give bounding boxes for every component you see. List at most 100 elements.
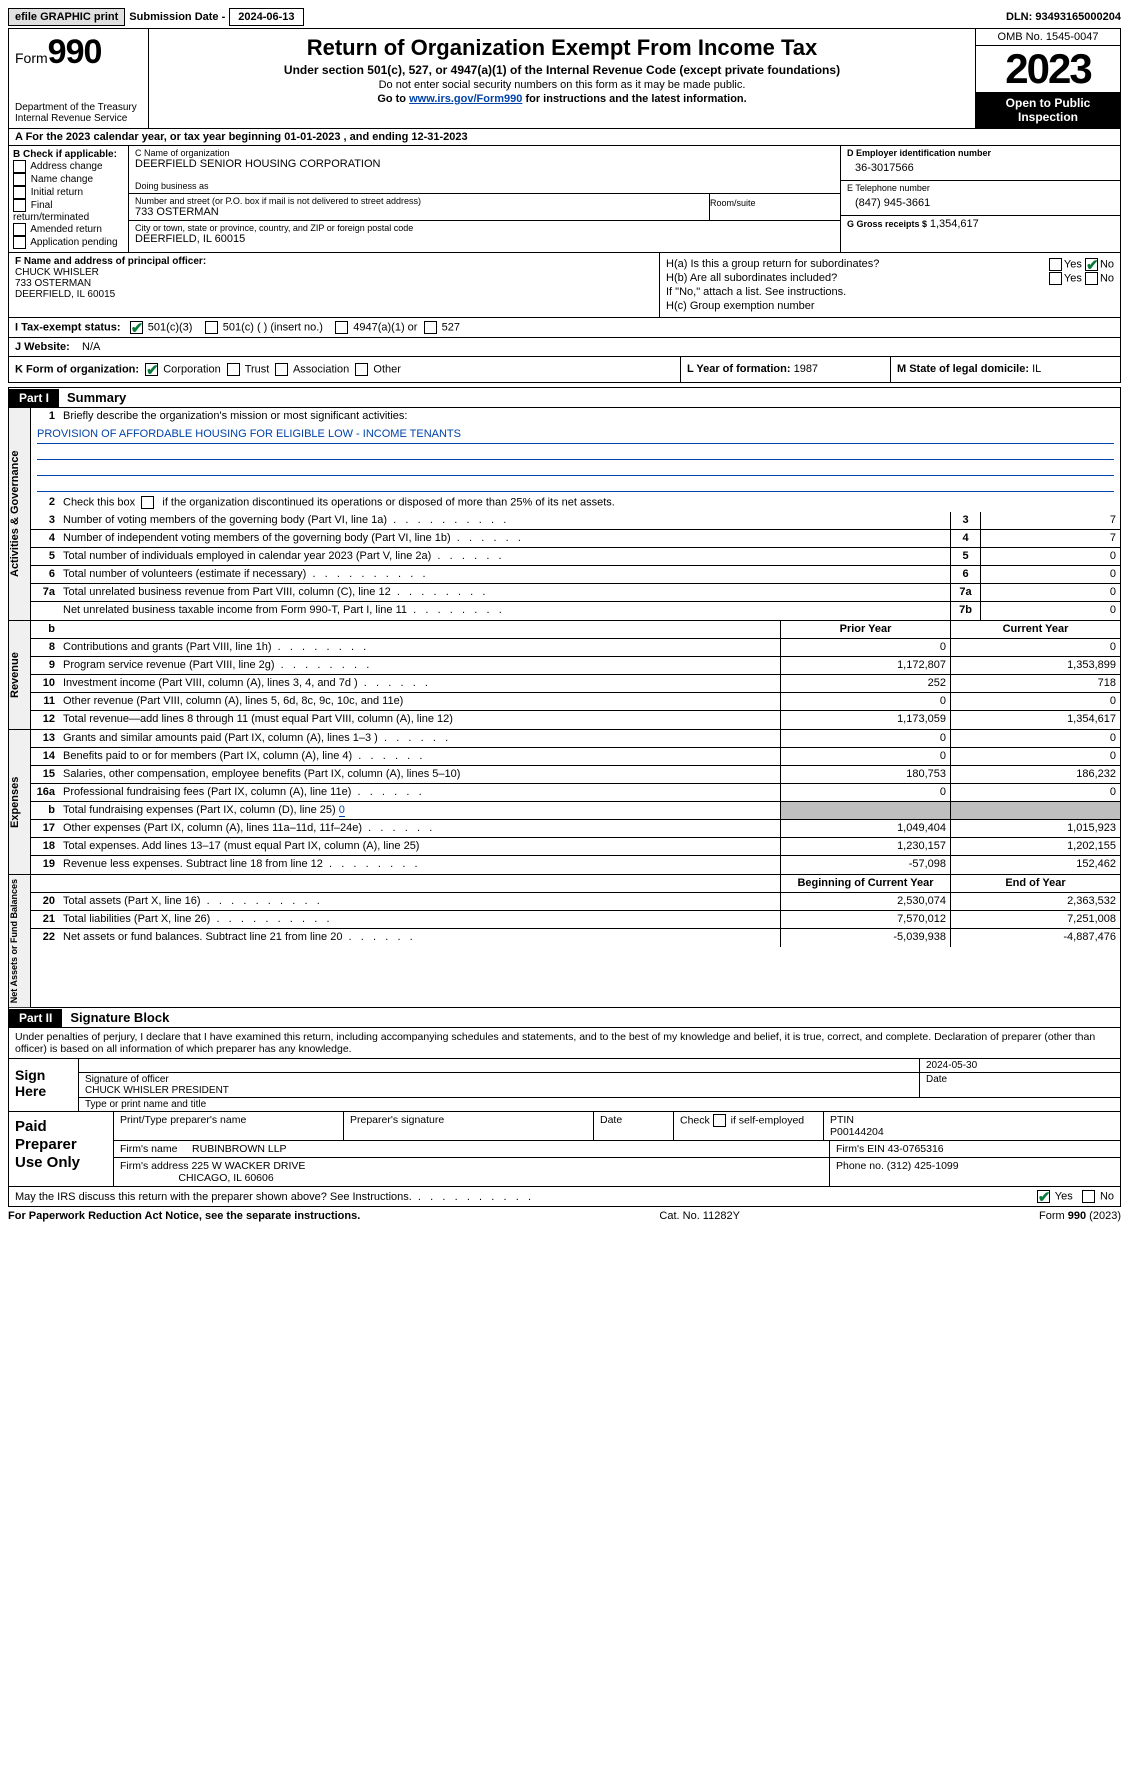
b-title: B Check if applicable:: [13, 149, 124, 160]
part-i-tag: Part I: [9, 389, 59, 407]
checkbox-other[interactable]: [355, 363, 368, 376]
q6: Total number of volunteers (estimate if …: [59, 566, 950, 583]
part-i-title: Summary: [59, 388, 134, 407]
checkbox-ha-no[interactable]: [1085, 258, 1098, 271]
paperwork-notice: For Paperwork Reduction Act Notice, see …: [8, 1210, 360, 1222]
firm-addr2: CHICAGO, IL 60606: [178, 1172, 273, 1184]
checkbox-address-change[interactable]: [13, 160, 26, 173]
row-fh: F Name and address of principal officer:…: [8, 253, 1121, 318]
footer: For Paperwork Reduction Act Notice, see …: [8, 1207, 1121, 1225]
v5: 0: [980, 548, 1120, 565]
street: 733 OSTERMAN: [135, 206, 703, 218]
checkbox-discontinued[interactable]: [141, 496, 154, 509]
checkbox-ha-yes[interactable]: [1049, 258, 1062, 271]
form-number: 990: [48, 33, 102, 71]
gross-label: G Gross receipts $: [847, 219, 927, 229]
form-header: Form990 Department of the Treasury Inter…: [8, 28, 1121, 129]
sign-here-label: Sign Here: [9, 1059, 79, 1111]
submission-label: Submission Date -: [129, 11, 225, 23]
paid-preparer-label: Paid Preparer Use Only: [9, 1112, 114, 1186]
vtab-rev: Revenue: [9, 621, 31, 729]
officer-signature-name: CHUCK WHISLER PRESIDENT: [85, 1085, 229, 1096]
dln: DLN: 93493165000204: [1006, 11, 1121, 23]
part-i-header: Part I Summary: [8, 387, 1121, 408]
checkbox-hb-no[interactable]: [1085, 272, 1098, 285]
org-name: DEERFIELD SENIOR HOUSING CORPORATION: [135, 158, 834, 170]
checkbox-name-change[interactable]: [13, 173, 26, 186]
state-domicile: M State of legal domicile: IL: [890, 357, 1120, 382]
column-c: C Name of organization DEERFIELD SENIOR …: [129, 146, 840, 252]
paid-preparer-block: Paid Preparer Use Only Print/Type prepar…: [8, 1112, 1121, 1187]
checkbox-final-return[interactable]: [13, 199, 26, 212]
officer-name: CHUCK WHISLER: [15, 267, 653, 278]
instructions-link-row: Go to www.irs.gov/Form990 for instructio…: [155, 93, 969, 105]
summary-net: Net Assets or Fund Balances Beginning of…: [8, 875, 1121, 1008]
q2: Check this box if the organization disco…: [59, 494, 1120, 512]
checkbox-self-employed[interactable]: [713, 1114, 726, 1127]
sig-date: 2024-05-30: [920, 1059, 1120, 1072]
efile-print-button[interactable]: efile GRAPHIC print: [8, 8, 125, 26]
firm-phone: (312) 425-1099: [887, 1160, 959, 1172]
sign-here-block: Sign Here 2024-05-30 Signature of office…: [8, 1059, 1121, 1112]
ssn-warning: Do not enter social security numbers on …: [155, 79, 969, 91]
vtab-gov: Activities & Governance: [9, 408, 31, 620]
checkbox-initial-return[interactable]: [13, 186, 26, 199]
header-right: OMB No. 1545-0047 2023 Open to Public In…: [975, 29, 1120, 128]
part-ii-title: Signature Block: [62, 1008, 177, 1027]
checkbox-discuss-yes[interactable]: [1037, 1190, 1050, 1203]
q5: Total number of individuals employed in …: [59, 548, 950, 565]
firm-name: RUBINBROWN LLP: [192, 1143, 287, 1155]
part-ii-header: Part II Signature Block: [8, 1008, 1121, 1028]
dba-label: Doing business as: [135, 181, 834, 191]
vtab-exp: Expenses: [9, 730, 31, 874]
q4: Number of independent voting members of …: [59, 530, 950, 547]
irs-label: Internal Revenue Service: [15, 113, 142, 124]
open-public-badge: Open to Public Inspection: [976, 92, 1120, 128]
v7a: 0: [980, 584, 1120, 601]
form-word: Form: [15, 50, 48, 66]
vtab-net: Net Assets or Fund Balances: [9, 875, 31, 1007]
checkbox-trust[interactable]: [227, 363, 240, 376]
ein-label: D Employer identification number: [847, 148, 1114, 158]
year-formation: L Year of formation: 1987: [680, 357, 890, 382]
prior-year-header: Prior Year: [780, 621, 950, 638]
checkbox-discuss-no[interactable]: [1082, 1190, 1095, 1203]
v3: 7: [980, 512, 1120, 529]
firm-addr1: 225 W WACKER DRIVE: [191, 1160, 305, 1172]
checkbox-corp[interactable]: [145, 363, 158, 376]
form-subtitle: Under section 501(c), 527, or 4947(a)(1)…: [155, 63, 969, 77]
q3: Number of voting members of the governin…: [59, 512, 950, 529]
omb-number: OMB No. 1545-0047: [976, 29, 1120, 46]
ein: 36-3017566: [847, 158, 1114, 178]
q7a: Total unrelated business revenue from Pa…: [59, 584, 950, 601]
column-d: D Employer identification number 36-3017…: [840, 146, 1120, 252]
checkbox-amended[interactable]: [13, 223, 26, 236]
checkbox-501c3[interactable]: [130, 321, 143, 334]
city: DEERFIELD, IL 60015: [135, 233, 834, 245]
summary-expenses: Expenses 13Grants and similar amounts pa…: [8, 730, 1121, 875]
checkbox-501c[interactable]: [205, 321, 218, 334]
officer-street: 733 OSTERMAN: [15, 278, 653, 289]
irs-gov-link[interactable]: www.irs.gov/Form990: [409, 93, 522, 105]
v7b: 0: [980, 602, 1120, 620]
checkbox-4947[interactable]: [335, 321, 348, 334]
city-label: City or town, state or province, country…: [135, 223, 834, 233]
summary-gov: Activities & Governance 1 Briefly descri…: [8, 408, 1121, 621]
discuss-row: May the IRS discuss this return with the…: [8, 1187, 1121, 1207]
section-bcd: B Check if applicable: Address change Na…: [8, 146, 1121, 253]
checkbox-assoc[interactable]: [275, 363, 288, 376]
room-label: Room/suite: [710, 198, 828, 208]
officer-city: DEERFIELD, IL 60015: [15, 289, 653, 300]
checkbox-hb-yes[interactable]: [1049, 272, 1062, 285]
cat-no: Cat. No. 11282Y: [659, 1210, 740, 1222]
current-year-header: Current Year: [950, 621, 1120, 638]
firm-ein: 43-0765316: [888, 1143, 944, 1155]
summary-revenue: Revenue b Prior Year Current Year 8Contr…: [8, 621, 1121, 730]
signature-intro: Under penalties of perjury, I declare th…: [8, 1028, 1121, 1059]
part-ii-tag: Part II: [9, 1009, 62, 1027]
top-bar: efile GRAPHIC print Submission Date - 20…: [8, 8, 1121, 26]
checkbox-527[interactable]: [424, 321, 437, 334]
v6: 0: [980, 566, 1120, 583]
street-label: Number and street (or P.O. box if mail i…: [135, 196, 703, 206]
checkbox-application-pending[interactable]: [13, 236, 26, 249]
